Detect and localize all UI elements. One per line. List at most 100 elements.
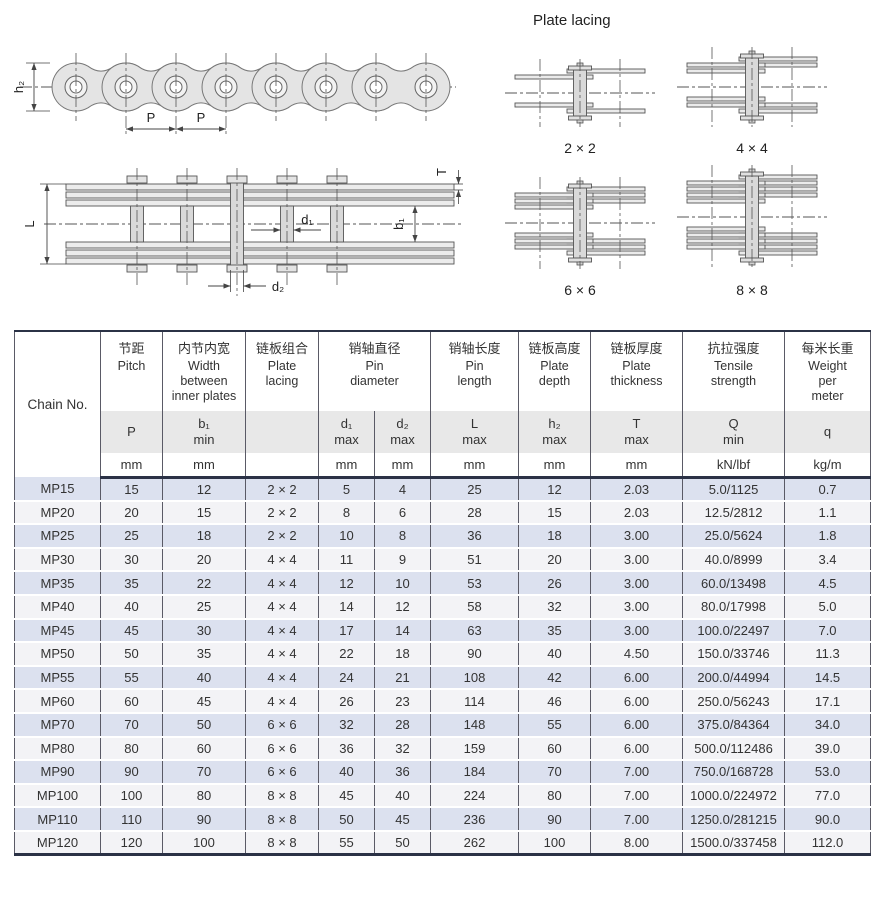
spec-value-cell: 2.03 bbox=[590, 477, 684, 502]
dimension-arrowhead bbox=[223, 283, 231, 289]
header-en: Pin diameter bbox=[350, 358, 399, 388]
spec-value-cell: 6 bbox=[373, 500, 432, 526]
spec-value-cell: 100.0/22497 bbox=[682, 618, 786, 644]
table-row: MP120 120 100 8 × 8 55 50 262 100 8.00 1500.0/337… bbox=[14, 830, 872, 855]
spec-value-cell: 80 bbox=[100, 736, 163, 762]
spec-value-cell: 8 × 8 bbox=[245, 807, 319, 832]
spec-value-cell: 36 bbox=[430, 524, 520, 549]
chain-no-cell: MP30 bbox=[14, 547, 101, 573]
col-header-pitch: 节距 Pitch bbox=[100, 331, 163, 411]
spec-value-cell: 15 bbox=[518, 500, 592, 526]
lacing-diagram-8x8 bbox=[677, 165, 827, 269]
chain-no-cell: MP55 bbox=[14, 665, 101, 691]
spec-value-cell: 4 × 4 bbox=[245, 547, 319, 573]
spec-value-cell: 7.0 bbox=[784, 618, 872, 644]
spec-value-cell: 21 bbox=[373, 665, 432, 691]
spec-value-cell: 500.0/112486 bbox=[682, 736, 786, 762]
spec-value-cell: 53 bbox=[430, 571, 520, 596]
lacing-plate bbox=[686, 68, 766, 74]
table-row: MP35 35 22 4 × 4 12 10 53 26 3.00 60.0/13498 4.5 bbox=[14, 571, 872, 596]
spec-value-cell: 25 bbox=[100, 524, 163, 549]
spec-value-cell: 2 × 2 bbox=[245, 524, 319, 549]
spec-value-cell: 4.5 bbox=[784, 571, 872, 596]
spec-value-cell: 4 bbox=[373, 477, 432, 502]
spec-value-cell: 40 bbox=[162, 665, 246, 691]
lacing-plate bbox=[686, 96, 766, 102]
spec-value-cell: 1250.0/281215 bbox=[682, 807, 786, 832]
spec-value-cell: 12 bbox=[518, 477, 592, 502]
chain-no-cell: MP20 bbox=[14, 500, 101, 526]
spec-value-cell: 4 × 4 bbox=[245, 689, 319, 714]
spec-value-cell: 40 bbox=[518, 642, 592, 667]
chain-no-cell: MP90 bbox=[14, 760, 101, 785]
spec-value-cell: 11 bbox=[318, 547, 375, 573]
spec-value-cell: 18 bbox=[518, 524, 592, 549]
spec-value-cell: 3.00 bbox=[590, 594, 684, 620]
spec-value-cell: 4.50 bbox=[590, 642, 684, 667]
lacing-plate bbox=[566, 250, 646, 256]
spec-value-cell: 6 × 6 bbox=[245, 736, 319, 762]
spec-value-cell: 11.3 bbox=[784, 642, 872, 667]
unit-cell: kg/m bbox=[784, 453, 872, 479]
spec-value-cell: 4 × 4 bbox=[245, 571, 319, 596]
dimension-arrowhead bbox=[412, 206, 418, 213]
spec-value-cell: 20 bbox=[518, 547, 592, 573]
spec-value-cell: 25.0/5624 bbox=[682, 524, 786, 549]
spec-value-cell: 30 bbox=[100, 547, 163, 573]
lacing-figure: 4 × 4 bbox=[677, 43, 827, 156]
spec-value-cell: 80.0/17998 bbox=[682, 594, 786, 620]
spec-value-cell: 42 bbox=[518, 665, 592, 691]
spec-value-cell: 262 bbox=[430, 830, 520, 855]
chain-no-cell: MP110 bbox=[14, 807, 101, 832]
spec-value-cell: 51 bbox=[430, 547, 520, 573]
chain-no-cell: MP50 bbox=[14, 642, 101, 667]
unit-cell: mm bbox=[518, 453, 592, 479]
dimension-label: P bbox=[147, 110, 156, 125]
spec-value-cell: 3.00 bbox=[590, 618, 684, 644]
lacing-figure: 8 × 8 bbox=[677, 161, 827, 298]
spec-value-cell: 50 bbox=[318, 807, 375, 832]
dimension-arrowhead bbox=[31, 63, 37, 70]
dimension-label: d₁ bbox=[301, 212, 313, 227]
spec-value-cell: 0.7 bbox=[784, 477, 872, 502]
spec-value-cell: 6.00 bbox=[590, 712, 684, 738]
symbol-cell: d₁ max bbox=[318, 411, 375, 453]
spec-value-cell: 26 bbox=[518, 571, 592, 596]
header-cn: 销轴长度 bbox=[448, 341, 501, 356]
lacing-plate bbox=[686, 62, 766, 68]
spec-value-cell: 150.0/33746 bbox=[682, 642, 786, 667]
spec-value-cell: 80 bbox=[518, 783, 592, 809]
spec-value-cell: 375.0/84364 bbox=[682, 712, 786, 738]
unit-cell: mm bbox=[100, 453, 163, 479]
spec-value-cell: 4 × 4 bbox=[245, 594, 319, 620]
dimension-arrowhead bbox=[31, 104, 37, 111]
unit-cell: mm bbox=[373, 453, 432, 479]
table-row: MP25 25 18 2 × 2 10 8 36 18 3.00 25.0/5624 1.8 bbox=[14, 524, 872, 549]
col-header-plate-depth: 链板高度 Plate depth bbox=[518, 331, 592, 411]
header-en: Plate thickness bbox=[610, 358, 663, 388]
chain-no-cell: MP70 bbox=[14, 712, 101, 738]
spec-value-cell: 32 bbox=[318, 712, 375, 738]
lacing-plate bbox=[514, 204, 594, 210]
spec-value-cell: 40.0/8999 bbox=[682, 547, 786, 573]
lacing-plate bbox=[514, 244, 594, 250]
spec-value-cell: 45 bbox=[100, 618, 163, 644]
header-cn: 链板高度 bbox=[528, 341, 581, 356]
spec-value-cell: 60.0/13498 bbox=[682, 571, 786, 596]
spec-value-cell: 10 bbox=[318, 524, 375, 549]
spec-value-cell: 8.00 bbox=[590, 830, 684, 855]
chain-no-cell: MP45 bbox=[14, 618, 101, 644]
spec-value-cell: 45 bbox=[373, 807, 432, 832]
spec-value-cell: 18 bbox=[162, 524, 246, 549]
spec-value-cell: 224 bbox=[430, 783, 520, 809]
spec-value-cell: 55 bbox=[318, 830, 375, 855]
spec-value-cell: 25 bbox=[162, 594, 246, 620]
dimension-arrowhead bbox=[412, 235, 418, 242]
spec-value-cell: 77.0 bbox=[784, 783, 872, 809]
spec-value-cell: 3.00 bbox=[590, 547, 684, 573]
spec-value-cell: 2 × 2 bbox=[245, 477, 319, 502]
spec-value-cell: 8 × 8 bbox=[245, 830, 319, 855]
lacing-plate bbox=[514, 74, 594, 80]
spec-value-cell: 1.1 bbox=[784, 500, 872, 526]
